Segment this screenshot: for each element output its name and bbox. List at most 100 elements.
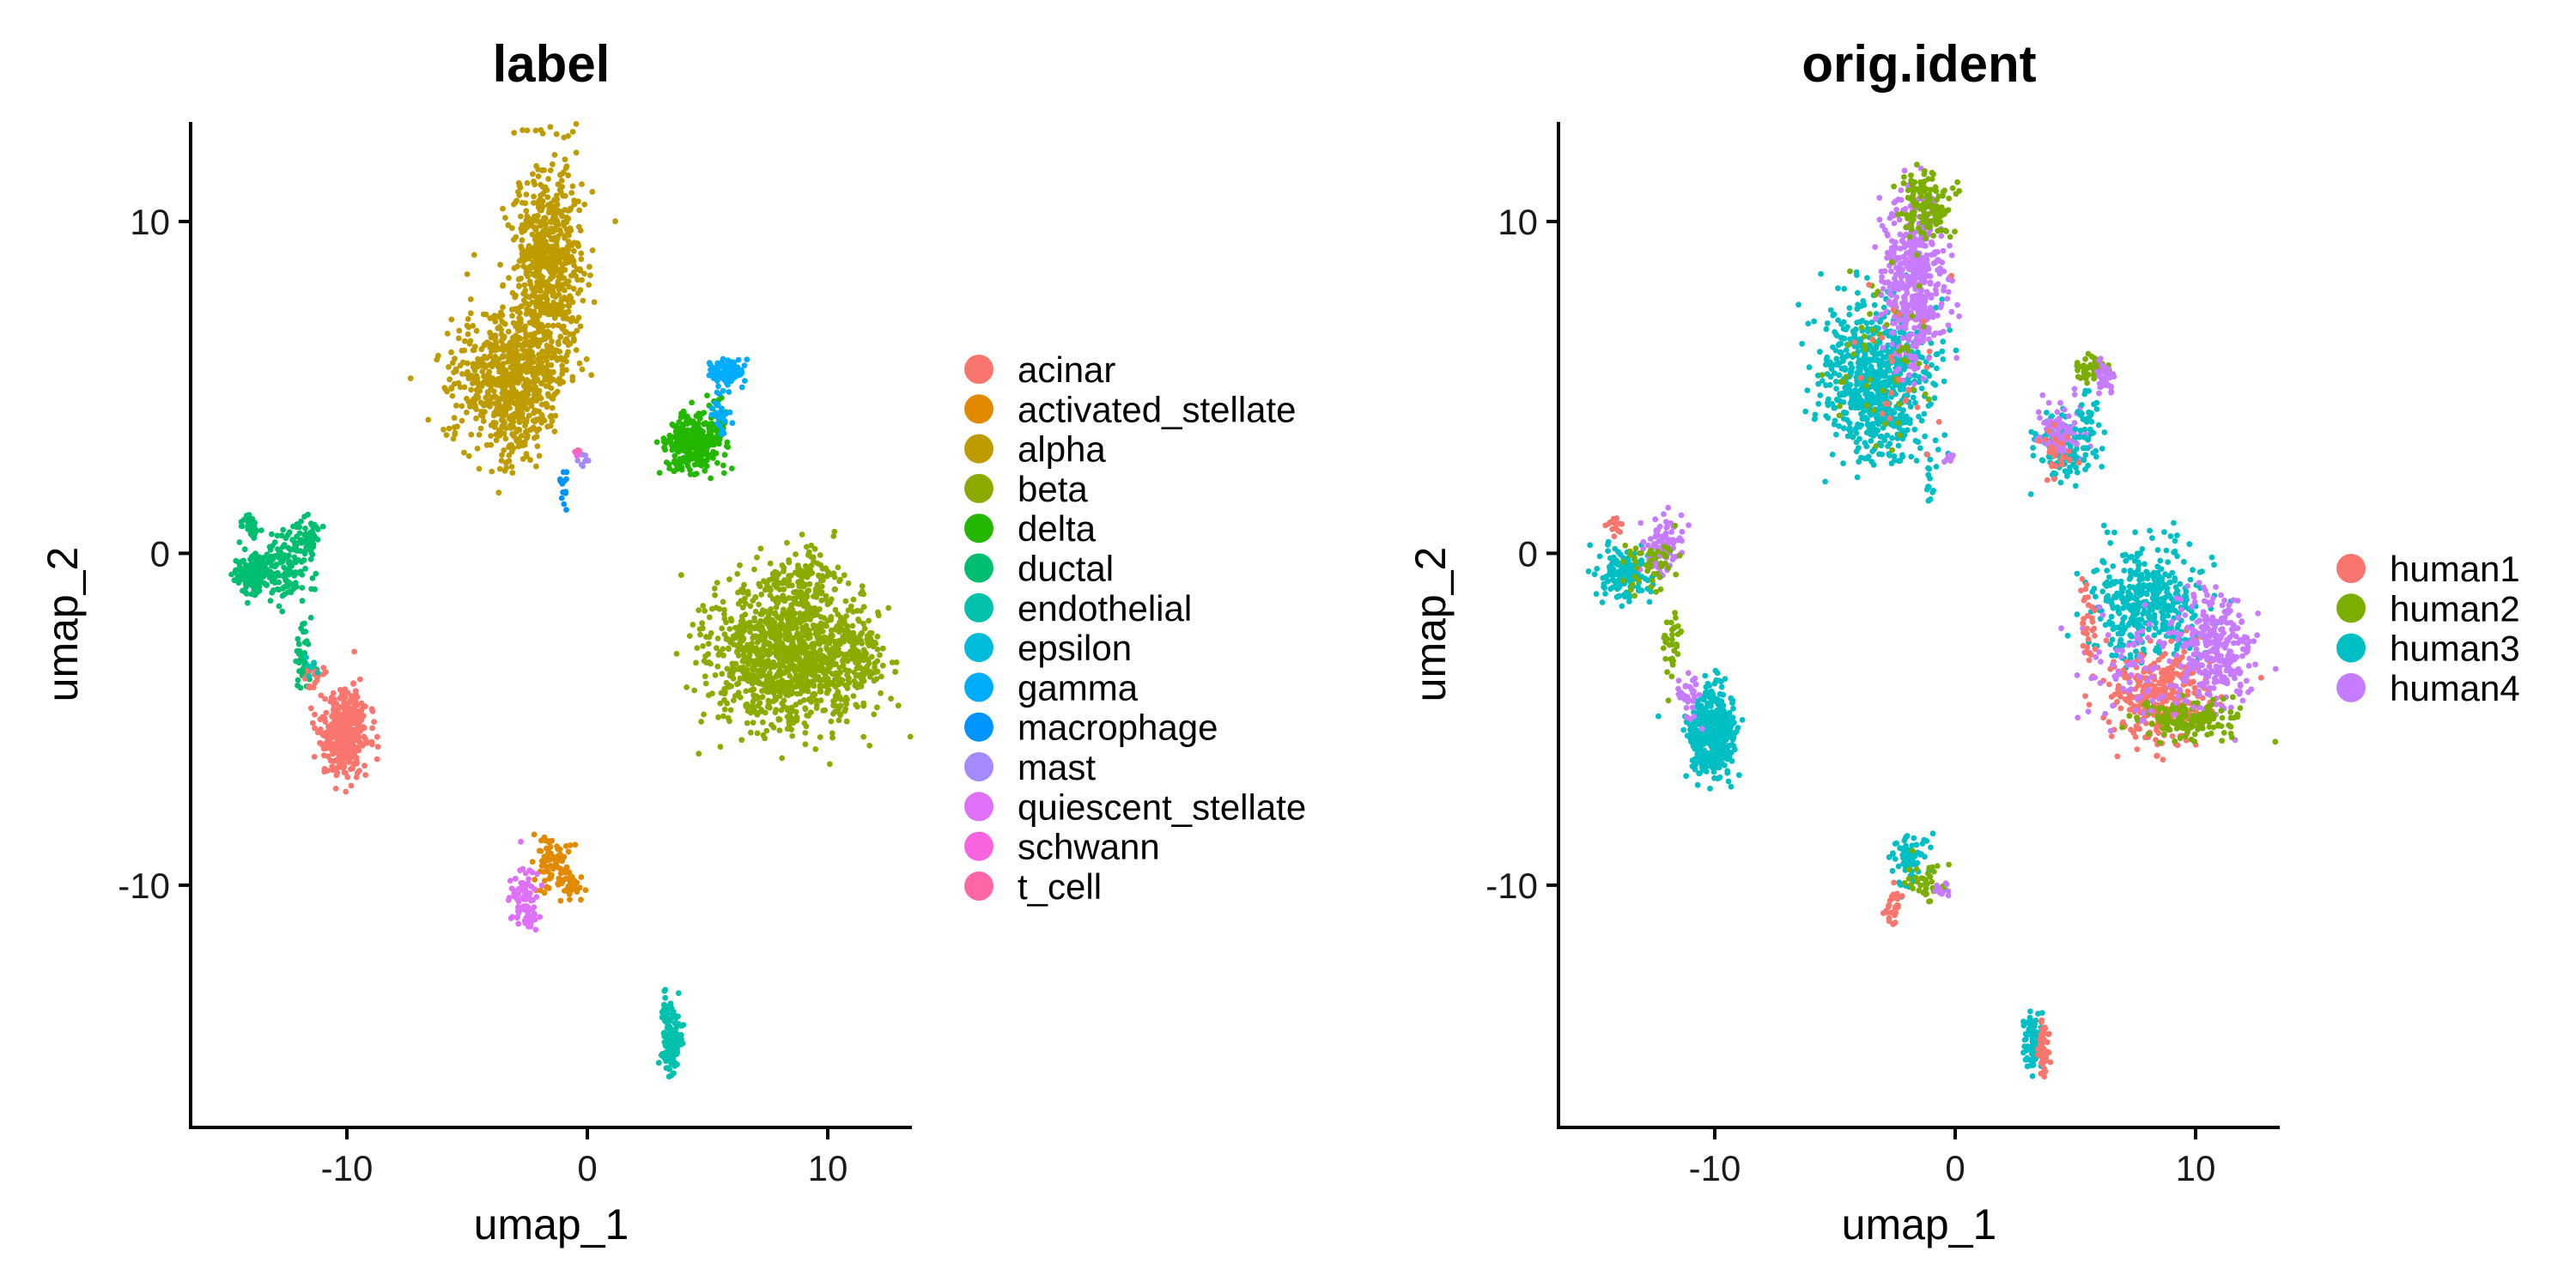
legend-label: acinar — [1018, 349, 1115, 390]
data-point — [1925, 371, 1932, 378]
data-point — [348, 766, 354, 773]
data-point — [555, 322, 562, 329]
data-point — [837, 702, 844, 709]
data-point — [544, 194, 551, 201]
data-point — [542, 221, 549, 228]
data-point — [1833, 431, 1839, 438]
data-point — [568, 873, 575, 880]
data-point — [473, 406, 479, 412]
data-point — [845, 607, 852, 614]
data-point — [691, 454, 697, 461]
data-point — [321, 769, 328, 775]
data-point — [820, 708, 827, 714]
data-point — [725, 376, 732, 383]
data-point — [452, 429, 459, 436]
legend-label: schwann — [1018, 827, 1160, 867]
data-point — [228, 571, 234, 578]
data-point — [714, 459, 720, 466]
data-point — [684, 450, 690, 457]
data-point — [555, 338, 562, 345]
data-point — [732, 624, 738, 631]
data-point — [464, 271, 471, 277]
data-point — [361, 713, 367, 720]
data-point — [314, 670, 321, 676]
data-point — [714, 645, 720, 652]
data-point — [556, 875, 562, 882]
data-point — [550, 243, 556, 250]
data-point — [769, 629, 775, 635]
data-point — [337, 695, 343, 702]
data-point — [568, 880, 574, 887]
data-point — [359, 740, 366, 747]
data-point — [516, 342, 522, 348]
data-point — [776, 661, 782, 667]
data-point — [496, 465, 503, 472]
data-point — [507, 878, 513, 884]
data-point — [586, 264, 592, 270]
data-point — [319, 523, 326, 530]
data-point — [537, 219, 544, 225]
data-point — [775, 594, 781, 601]
data-point — [804, 712, 811, 719]
data-point — [805, 688, 811, 695]
data-point — [847, 638, 853, 645]
data-point — [561, 355, 567, 362]
data-point — [451, 424, 458, 431]
data-point — [563, 329, 569, 336]
legend-swatch — [964, 672, 993, 702]
data-point — [264, 569, 271, 576]
data-point — [336, 739, 343, 746]
data-point — [532, 224, 538, 231]
data-point — [536, 294, 543, 301]
data-point — [779, 641, 786, 647]
data-point — [560, 489, 566, 495]
data-point — [698, 433, 705, 440]
data-point — [1795, 301, 1801, 308]
data-point — [589, 189, 596, 195]
data-point — [526, 361, 532, 368]
data-point — [776, 623, 783, 629]
data-point — [531, 286, 537, 293]
data-point — [501, 468, 508, 474]
data-point — [518, 303, 525, 310]
data-point — [425, 416, 432, 423]
data-point — [721, 418, 728, 425]
data-point — [570, 336, 577, 342]
data-point — [465, 331, 471, 337]
data-point — [571, 247, 577, 254]
data-point — [334, 764, 341, 771]
data-point — [770, 698, 777, 704]
data-point — [778, 684, 784, 691]
data-point — [279, 608, 286, 615]
data-point — [529, 859, 536, 865]
data-point — [684, 416, 690, 422]
data-point — [694, 645, 701, 651]
data-point — [252, 561, 258, 568]
data-point — [782, 596, 789, 603]
data-point — [309, 720, 316, 726]
data-point — [665, 1020, 671, 1027]
data-point — [860, 733, 867, 740]
data-point — [750, 645, 756, 651]
data-point — [268, 556, 275, 562]
data-point — [888, 696, 894, 702]
data-point — [532, 213, 538, 220]
data-point — [516, 283, 522, 289]
data-point — [559, 857, 565, 864]
data-point — [319, 732, 326, 738]
data-point — [716, 391, 723, 398]
y-tick-label: -10 — [118, 866, 170, 906]
data-point — [805, 680, 811, 686]
data-point — [520, 297, 527, 304]
data-point — [754, 730, 761, 737]
data-point — [518, 838, 524, 845]
legend-label: quiescent_stellate — [1018, 787, 1306, 827]
data-point — [478, 346, 485, 353]
data-point — [1879, 357, 1886, 364]
data-point — [812, 588, 819, 595]
data-point — [506, 444, 512, 450]
data-point — [745, 677, 751, 684]
data-point — [673, 651, 680, 657]
data-point — [486, 368, 493, 375]
data-point — [817, 734, 823, 740]
